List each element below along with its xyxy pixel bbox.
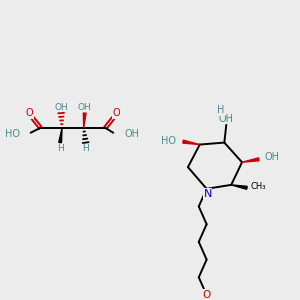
Text: OH: OH	[219, 114, 234, 124]
Text: O: O	[112, 108, 120, 118]
Text: OH: OH	[124, 129, 139, 139]
Text: H: H	[82, 144, 89, 153]
Polygon shape	[83, 113, 86, 128]
Text: HO: HO	[161, 136, 176, 146]
Polygon shape	[59, 128, 62, 143]
Polygon shape	[242, 158, 259, 162]
Polygon shape	[231, 185, 247, 189]
Text: OH: OH	[54, 103, 68, 112]
Text: OH: OH	[78, 103, 92, 112]
Text: OH: OH	[265, 152, 280, 162]
Text: H: H	[57, 144, 64, 153]
Text: O: O	[202, 290, 211, 300]
Text: CH₃: CH₃	[251, 182, 266, 191]
Text: H: H	[217, 105, 224, 115]
Text: O: O	[26, 108, 33, 118]
Polygon shape	[183, 140, 200, 145]
Text: HO: HO	[5, 129, 20, 139]
Text: N: N	[203, 189, 212, 199]
